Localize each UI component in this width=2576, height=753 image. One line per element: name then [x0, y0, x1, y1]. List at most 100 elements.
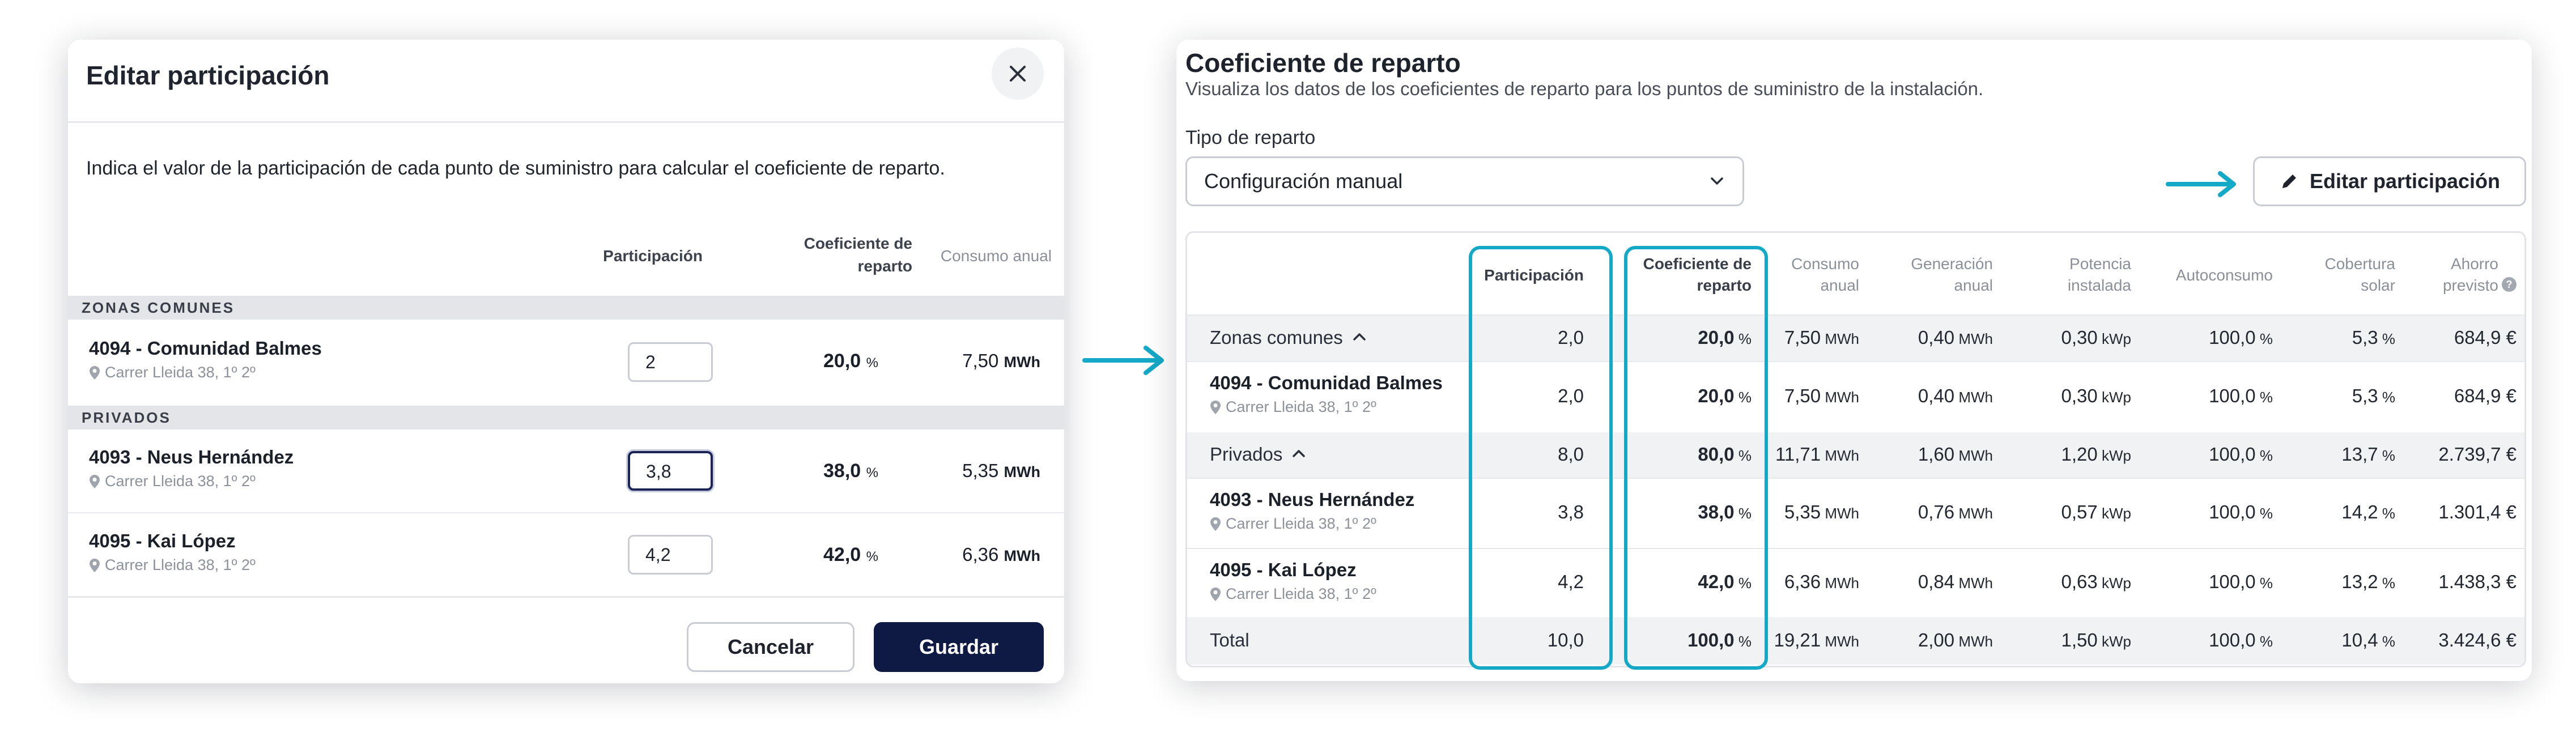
close-button[interactable]	[992, 48, 1044, 100]
row-address: Carrer Lleida 38, 1º 2º	[1210, 515, 1376, 533]
tipo-reparto-select[interactable]: Configuración manual	[1185, 156, 1744, 206]
table-group-row[interactable]: Zonas comunes 2,0 20,0 % 7,50 MWh 0,40 MWh 0,…	[1187, 316, 2524, 361]
coef-value: 38,0 %	[823, 460, 878, 482]
participation-input-focused[interactable]: 3,8	[628, 451, 713, 491]
row-label: Zonas comunes	[1210, 327, 1369, 348]
th-potencia: Potencia instalada	[2067, 255, 2131, 294]
cell-consumo: 19,21 MWh	[1774, 629, 1859, 650]
cell-ahorro: 684,9 €	[2454, 327, 2517, 348]
table-row: 4093 - Neus Hernández Carrer Lleida 38, 1…	[1187, 478, 2524, 548]
cell-participacion: 3,8	[1558, 501, 1584, 522]
cell-ahorro: 3.424,6 €	[2438, 629, 2517, 650]
row-divider	[68, 512, 1064, 513]
row-name: 4094 - Comunidad Balmes	[1210, 372, 1443, 393]
location-pin-icon	[90, 474, 100, 488]
cell-potencia: 0,63 kWp	[2061, 571, 2131, 592]
group-header-zonas	[68, 296, 1064, 320]
cell-potencia: 0,30 kWp	[2061, 327, 2131, 348]
participation-input[interactable]: 4,2	[628, 535, 713, 575]
cell-consumo: 11,71 MWh	[1775, 444, 1859, 465]
cell-generacion: 1,60 MWh	[1918, 444, 1993, 465]
row-name: Zonas comunes	[1210, 327, 1343, 348]
footer-divider	[68, 596, 1064, 598]
row-label: Privados	[1210, 444, 1308, 465]
cell-cobertura: 14,2 %	[2341, 501, 2395, 522]
row-label: 4095 - Kai López	[1210, 559, 1357, 581]
row-label: 4093 - Neus Hernández	[1210, 489, 1414, 510]
consumo-value: 5,35 MWh	[962, 460, 1040, 481]
modal-title: Editar participación	[86, 61, 330, 90]
cell-generacion: 0,84 MWh	[1918, 571, 1993, 592]
cancel-button[interactable]: Cancelar	[687, 622, 855, 672]
cell-coef: 38,0 %	[1698, 501, 1752, 522]
th-coeficiente: Coeficiente de reparto	[1643, 255, 1752, 294]
cell-autoconsumo: 100,0 %	[2209, 444, 2273, 465]
cell-potencia: 0,30 kWp	[2061, 385, 2131, 406]
participation-input[interactable]: 2	[628, 342, 713, 382]
group-label-zonas: ZONAS COMUNES	[82, 299, 235, 316]
row-name: 4095 - Kai López	[1210, 559, 1357, 580]
cell-generacion: 0,40 MWh	[1918, 385, 1993, 406]
th-participacion: Participación	[1484, 266, 1584, 284]
row-name: 4093 - Neus Hernández	[89, 446, 294, 467]
arrow-right-icon	[2166, 171, 2236, 197]
cell-consumo: 7,50 MWh	[1784, 385, 1859, 406]
cell-cobertura: 5,3 %	[2352, 385, 2395, 406]
row-address: Carrer Lleida 38, 1º 2º	[89, 473, 256, 490]
th-consumo: Consumo anual	[1791, 255, 1859, 294]
chevron-up-icon[interactable]	[1289, 446, 1308, 461]
cell-ahorro: 1.301,4 €	[2438, 501, 2517, 522]
panel-subtitle: Visualiza los datos de los coeficientes …	[1185, 78, 1984, 99]
header-coeficiente: Coeficiente de reparto	[804, 235, 912, 275]
cell-cobertura: 10,4 %	[2341, 629, 2395, 650]
consumo-value: 6,36 MWh	[962, 544, 1040, 565]
cell-consumo: 6,36 MWh	[1784, 571, 1859, 592]
cell-coef: 20,0 %	[1698, 385, 1752, 406]
row-name: 4095 - Kai López	[89, 530, 236, 551]
row-name: Privados	[1210, 444, 1283, 465]
cell-autoconsumo: 100,0 %	[2209, 629, 2273, 650]
svg-text:?: ?	[2506, 279, 2513, 290]
divider	[68, 121, 1064, 123]
location-pin-icon	[90, 558, 100, 572]
cell-autoconsumo: 100,0 %	[2209, 501, 2273, 522]
cell-cobertura: 13,2 %	[2341, 571, 2395, 592]
row-name: 4094 - Comunidad Balmes	[89, 338, 322, 359]
cell-ahorro: 2.739,7 €	[2438, 444, 2517, 465]
row-divider	[1187, 478, 2524, 479]
cell-autoconsumo: 100,0 %	[2209, 571, 2273, 592]
cell-coef: 42,0 %	[1698, 571, 1752, 592]
row-divider	[1187, 361, 2524, 362]
help-icon[interactable]: ?	[2501, 276, 2518, 293]
cell-participacion: 4,2	[1558, 571, 1584, 592]
cell-ahorro: 684,9 €	[2454, 385, 2517, 406]
pencil-icon	[2282, 175, 2296, 188]
cell-autoconsumo: 100,0 %	[2209, 327, 2273, 348]
th-ahorro: Ahorro previsto	[2442, 255, 2498, 294]
panel-title: Coeficiente de reparto	[1185, 48, 1461, 78]
save-button[interactable]: Guardar	[874, 622, 1044, 672]
cell-coef: 80,0 %	[1698, 444, 1752, 465]
row-address: Carrer Lleida 38, 1º 2º	[89, 556, 256, 574]
group-label-privados: PRIVADOS	[82, 409, 171, 426]
highlight-coeficiente	[1624, 246, 1768, 670]
chevron-up-icon[interactable]	[1350, 329, 1369, 344]
cell-coef: 100,0 %	[1687, 629, 1752, 650]
edit-participation-button[interactable]: Editar participación	[2253, 156, 2526, 206]
location-pin-icon	[90, 365, 100, 380]
table-total-row: Total 10,0 100,0 % 19,21 MWh 2,00 MWh 1,50 kW…	[1187, 617, 2524, 665]
cell-cobertura: 5,3 %	[2352, 327, 2395, 348]
row-address: Carrer Lleida 38, 1º 2º	[1210, 398, 1376, 416]
modal-intro: Indica el valor de la participación de c…	[86, 158, 945, 179]
row-name: 4093 - Neus Hernández	[1210, 489, 1415, 510]
header-consumo: Consumo anual	[940, 247, 1052, 265]
cell-participacion: 10,0	[1547, 629, 1584, 650]
table-row: 4094 - Comunidad Balmes Carrer Lleida 38,…	[1187, 361, 2524, 432]
cell-potencia: 1,50 kWp	[2061, 629, 2131, 650]
coeficiente-panel: Coeficiente de reparto Visualiza los dat…	[1176, 40, 2532, 681]
cell-generacion: 0,76 MWh	[1918, 501, 1993, 522]
cell-generacion: 0,40 MWh	[1918, 327, 1993, 348]
cell-participacion: 2,0	[1558, 385, 1584, 406]
table-group-row[interactable]: Privados 8,0 80,0 % 11,71 MWh 1,60 MWh 1,20 k…	[1187, 432, 2524, 478]
tipo-reparto-label: Tipo de reparto	[1185, 127, 1316, 148]
